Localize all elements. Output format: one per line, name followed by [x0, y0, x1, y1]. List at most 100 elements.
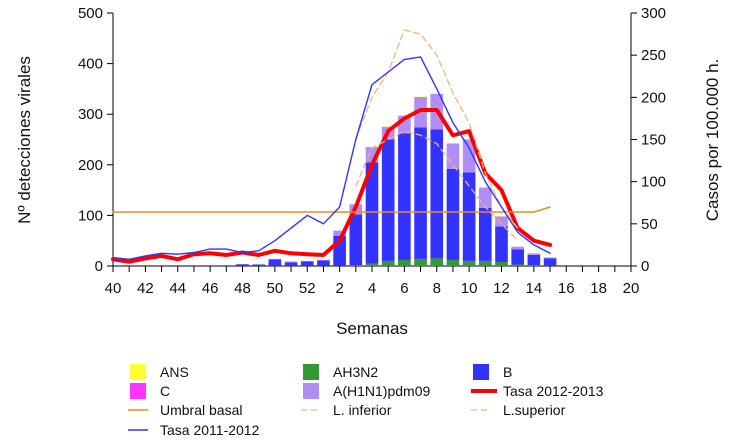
bar-b [430, 129, 444, 259]
bar-ans [381, 126, 395, 127]
legend-swatch-ah3n2 [303, 364, 319, 380]
bar-ans [430, 93, 444, 94]
legend-label-ah3n2: AH3N2 [333, 364, 378, 380]
bar-b [284, 262, 298, 266]
x-tick-label: 48 [234, 280, 251, 297]
y-right-tick-label: 50 [641, 216, 658, 233]
legend-label-l-superior: L.superior [503, 402, 566, 418]
line-tasa-2011-2012 [112, 56, 551, 260]
bar-b [349, 214, 363, 265]
legend-label-a-h1n1-pdm09: A(H1N1)pdm09 [333, 383, 430, 399]
bar-ah3n2 [381, 260, 395, 266]
bar-b [398, 133, 411, 260]
y-right-tick-label: 200 [641, 89, 666, 106]
bar-b [381, 139, 395, 261]
x-tick-label: 44 [169, 280, 186, 297]
bar-ans [446, 143, 460, 144]
x-tick-label: 52 [299, 280, 316, 297]
bar-a-h1n1-pdm09 [268, 258, 282, 260]
x-tick-label: 20 [623, 280, 640, 297]
x-tick-label: 16 [558, 280, 575, 297]
legend-swatch-a-h1n1-pdm09 [303, 383, 319, 399]
x-tick-label: 14 [526, 280, 543, 297]
y-left-tick-label: 0 [95, 258, 103, 275]
bar-b [495, 226, 508, 262]
x-tick-label: 2 [335, 280, 343, 297]
bar-b [268, 259, 282, 266]
bar-b [365, 162, 379, 264]
legend-swatch-b [473, 364, 489, 380]
bar-ah3n2 [446, 259, 460, 266]
x-tick-label: 8 [433, 280, 441, 297]
legend-label-ans: ANS [160, 364, 189, 380]
bar-a-h1n1-pdm09 [317, 259, 330, 261]
bar-a-h1n1-pdm09 [333, 230, 346, 236]
bar-ans [495, 215, 508, 217]
bar-ans [462, 138, 476, 140]
y-right-tick-label: 0 [641, 258, 649, 275]
line-l-superior [355, 29, 519, 229]
y-left-tick-label: 300 [78, 106, 103, 123]
bar-a-h1n1-pdm09 [511, 246, 525, 250]
legend-label-tasa-2011-2012: Tasa 2011-2012 [160, 422, 260, 438]
y-right-tick-label: 150 [641, 132, 666, 149]
legend-swatch-ans [130, 364, 146, 380]
line-umbral-basal [112, 206, 551, 213]
bar-b [300, 261, 314, 266]
bar-b [478, 207, 492, 261]
bar-b [527, 254, 541, 265]
bar-b [236, 264, 249, 266]
bar-a-h1n1-pdm09 [543, 257, 557, 259]
x-tick-label: 18 [590, 280, 607, 297]
bar-a-h1n1-pdm09 [236, 263, 249, 265]
bar-b [462, 172, 476, 261]
line-tasa-2012-2013 [111, 108, 553, 264]
x-tick-label: 50 [267, 280, 284, 297]
bar-ah3n2 [414, 258, 427, 266]
bar-a-h1n1-pdm09 [462, 139, 476, 173]
bar-a-h1n1-pdm09 [284, 261, 298, 263]
x-tick-label: 40 [105, 280, 122, 297]
y-left-tick-label: 500 [78, 5, 103, 22]
bar-ah3n2 [511, 264, 525, 266]
bar-b [543, 258, 557, 266]
bar-a-h1n1-pdm09 [446, 143, 460, 169]
bar-a-h1n1-pdm09 [478, 187, 492, 208]
bar-ah3n2 [527, 264, 541, 266]
y-left-axis-title: Nº detecciones virales [15, 56, 34, 224]
legend-swatch-c [130, 383, 146, 399]
y-right-tick-label: 250 [641, 47, 666, 64]
bar-b [317, 260, 330, 266]
legend-label-umbral-basal: Umbral basal [160, 402, 242, 418]
x-tick-label: 10 [461, 280, 478, 297]
x-tick-label: 6 [400, 280, 408, 297]
bar-ans [478, 187, 492, 188]
bar-ah3n2 [398, 259, 411, 266]
bar-ans [398, 115, 411, 116]
y-left-tick-label: 400 [78, 56, 103, 73]
x-tick-label: 4 [368, 280, 376, 297]
x-tick-label: 12 [493, 280, 510, 297]
x-axis-title: Semanas [336, 319, 408, 338]
y-right-axis-title: Casos por 100.000 h. [703, 59, 722, 222]
legend-label-b: B [503, 364, 512, 380]
bar-b [446, 168, 460, 260]
bar-ans [414, 96, 427, 97]
bar-ah3n2 [478, 260, 492, 266]
bar-a-h1n1-pdm09 [527, 253, 541, 255]
bar-a-h1n1-pdm09 [300, 260, 314, 262]
bar-ah3n2 [495, 261, 508, 266]
x-tick-label: 42 [137, 280, 154, 297]
y-right-tick-label: 300 [641, 5, 666, 22]
y-right-tick-label: 100 [641, 174, 666, 191]
bar-ah3n2 [349, 264, 363, 266]
bar-b [511, 249, 525, 265]
y-left-tick-label: 200 [78, 157, 103, 174]
bar-ah3n2 [430, 258, 444, 266]
bar-b [414, 127, 427, 259]
bar-a-h1n1-pdm09 [495, 216, 508, 227]
legend-label-tasa-2012-2013: Tasa 2012-2013 [503, 383, 604, 399]
legend-label-l-inferior: L. inferior [333, 402, 392, 418]
